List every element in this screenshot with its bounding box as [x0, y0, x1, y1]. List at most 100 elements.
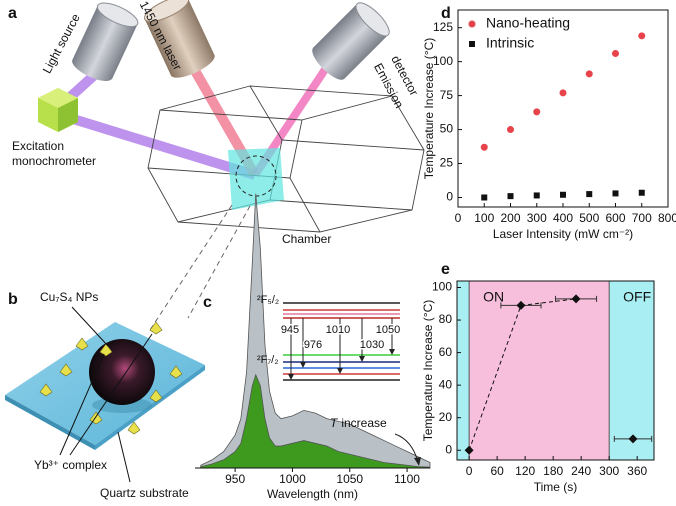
region-label: OFF: [623, 289, 651, 305]
x-tick-label: 180: [543, 464, 563, 478]
point: [638, 189, 645, 196]
y-tick-label: 125: [433, 20, 453, 34]
label: Chamber: [282, 232, 331, 246]
region: [457, 281, 470, 460]
transition-label: 1030: [360, 339, 384, 351]
substrate-edge: [5, 395, 95, 450]
arrow-head: [414, 457, 421, 466]
x-tick-label: 0: [455, 211, 462, 225]
y-tick-label: 0: [446, 190, 453, 204]
label: monochrometer: [12, 154, 96, 168]
x-tick-label: 100: [474, 211, 494, 225]
y-tick-label: 100: [433, 54, 453, 68]
y-tick-label: 40: [439, 377, 453, 391]
level-label: ²F₅/₂: [257, 294, 279, 306]
point: [481, 194, 488, 201]
chamber: [147, 85, 425, 233]
x-tick-label: 0: [466, 464, 473, 478]
transition-label: 976: [304, 339, 322, 351]
detector-icon: [312, 2, 390, 80]
point: [480, 143, 488, 151]
panel-b: b Cu₇S₄ NPs Yb³⁺ complex Quartz substrat…: [5, 290, 205, 500]
arrow-head: [337, 368, 343, 374]
light-source-icon: [72, 2, 139, 81]
x-tick-label: 300: [599, 464, 619, 478]
region-label: ON: [483, 289, 504, 305]
x-tick-label: 360: [627, 464, 647, 478]
point: [507, 193, 514, 200]
panel-label: a: [8, 5, 17, 22]
y-tick-label: 50: [440, 122, 454, 136]
level-label: ²F₇/₂: [257, 354, 279, 366]
point: [638, 32, 646, 40]
arrow-head: [359, 356, 365, 362]
x-tick-label: 300: [527, 211, 547, 225]
y-tick-label: 100: [432, 280, 452, 294]
legend-label: Nano-heating: [486, 15, 570, 31]
region: [469, 281, 610, 460]
y-tick-label: 25: [440, 156, 454, 170]
beam: [68, 113, 257, 180]
label: Quartz substrate: [100, 486, 189, 500]
spectrum-area: [200, 373, 431, 469]
x-tick-label: 400: [553, 211, 573, 225]
zoom-line: [187, 205, 251, 319]
point: [516, 300, 526, 310]
y-tick-label: 0: [445, 442, 452, 456]
x-tick-label: 60: [490, 464, 504, 478]
x-tick-label: 800: [658, 211, 676, 225]
y-tick-label: 20: [439, 410, 453, 424]
panel-label: c: [203, 294, 212, 311]
region: [609, 281, 654, 460]
leaders: [59, 306, 153, 483]
legend-swatch: [468, 20, 476, 28]
x-axis-label: Laser Intensity (mW cm⁻²): [493, 227, 633, 241]
panel-label: e: [441, 261, 450, 278]
y-tick-label: 60: [439, 345, 453, 359]
point: [585, 70, 593, 78]
note-text: increase: [341, 416, 387, 430]
label: Excitation: [12, 139, 64, 153]
panel-a: a Light source 1450 nm laser Emission de…: [8, 0, 425, 331]
laser-icon: [143, 0, 215, 78]
x-tick-label: 200: [500, 211, 520, 225]
x-tick-label: 120: [515, 464, 535, 478]
y-axis-label: Temperature Increase (°C): [422, 38, 436, 180]
note-symbol: T: [330, 416, 339, 430]
plot-frame: [456, 280, 655, 461]
x-axis-label: Time (s): [534, 480, 578, 494]
point: [560, 191, 566, 198]
point: [612, 49, 619, 57]
series-line: [468, 298, 577, 451]
point: [507, 126, 514, 134]
nanoparticle: [89, 339, 155, 405]
legend-label: Intrinsic: [486, 35, 534, 51]
panel-label: d: [441, 5, 451, 22]
zoom-line: [149, 204, 233, 331]
y-tick-label: 80: [439, 312, 453, 326]
x-tick-label: 240: [571, 464, 591, 478]
label: Cu₇S₄ NPs: [40, 290, 98, 304]
arrow-head: [300, 362, 306, 368]
x-tick-label: 700: [632, 211, 652, 225]
point: [586, 191, 593, 198]
legend-swatch: [469, 41, 475, 47]
transition-label: 1050: [376, 324, 400, 336]
point: [612, 190, 619, 197]
x-tick-label: 600: [605, 211, 625, 225]
x-tick-label: 1050: [336, 472, 363, 486]
y-axis-label: Temperature Increase (°C): [421, 300, 435, 442]
complexes: [39, 321, 183, 435]
point: [559, 89, 567, 97]
x-tick-label: 500: [579, 211, 599, 225]
point: [628, 434, 638, 444]
label: Yb³⁺ complex: [34, 458, 107, 472]
x-tick-label: 950: [225, 472, 245, 486]
x-tick-label: 1100: [394, 472, 420, 486]
x-axis-label: Wavelength (nm): [267, 487, 358, 501]
transition-label: 1010: [326, 324, 350, 336]
sample: [228, 148, 284, 210]
point: [571, 294, 581, 304]
